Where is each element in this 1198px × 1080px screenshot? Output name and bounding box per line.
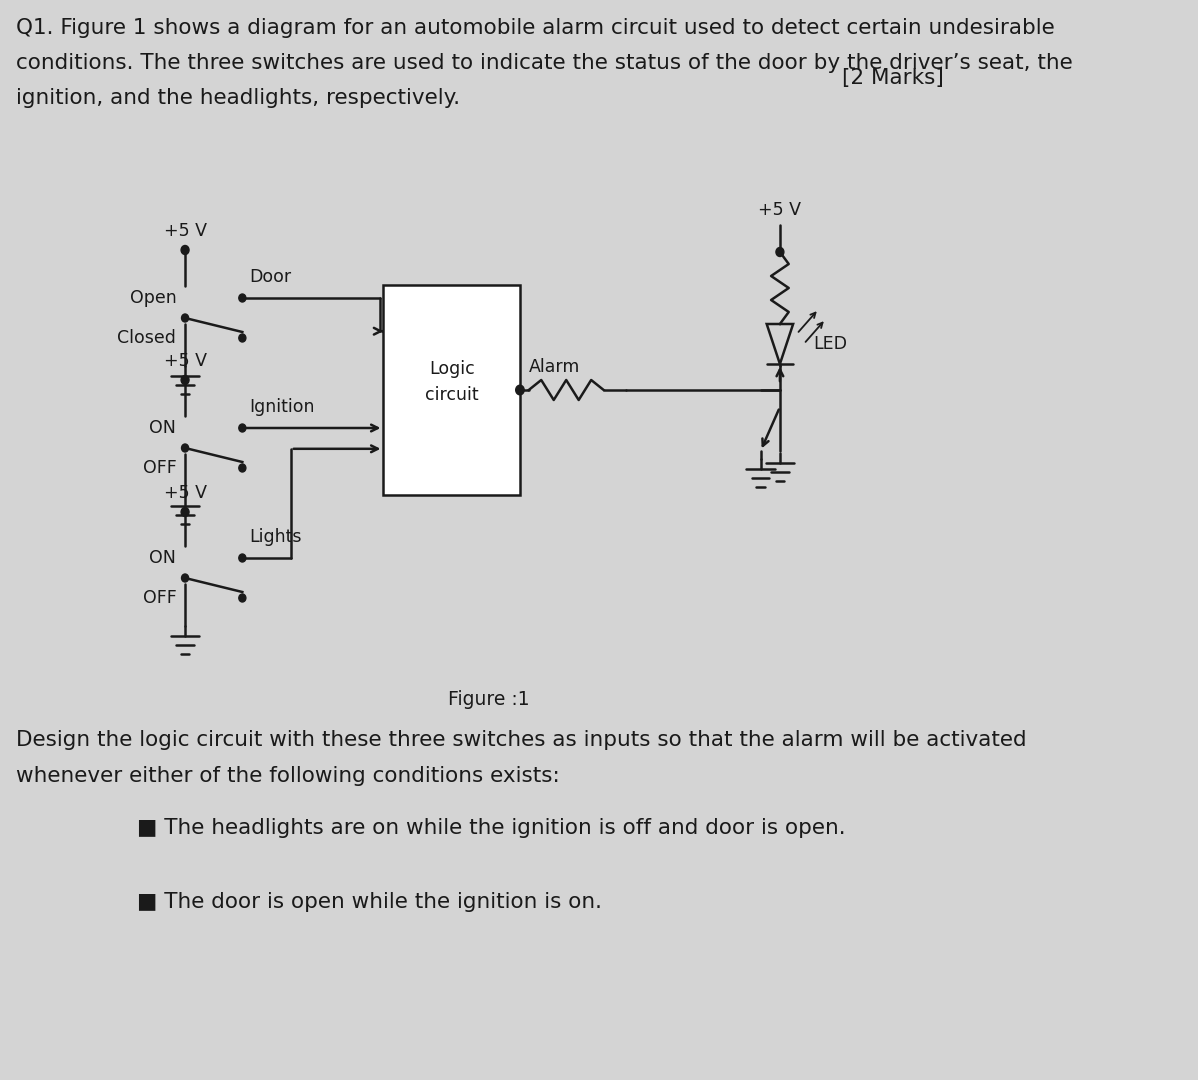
Circle shape [238,554,246,562]
Text: LED: LED [813,335,847,353]
Text: +5 V: +5 V [164,222,206,240]
Text: Q1. Figure 1 shows a diagram for an automobile alarm circuit used to detect cert: Q1. Figure 1 shows a diagram for an auto… [16,18,1072,108]
Text: Lights: Lights [249,528,302,546]
Bar [383,285,520,495]
Text: +5 V: +5 V [758,201,801,219]
Text: +5 V: +5 V [164,352,206,370]
Circle shape [238,334,246,342]
Circle shape [776,247,783,257]
Text: Ignition: Ignition [249,399,315,416]
Circle shape [238,464,246,472]
Text: ON: ON [150,549,176,567]
Circle shape [182,573,188,582]
Text: ■ The door is open while the ignition is on.: ■ The door is open while the ignition is… [137,892,601,912]
Text: Logic
circuit: Logic circuit [425,361,478,404]
Text: Door: Door [249,268,291,286]
Circle shape [181,245,189,255]
Text: [2 Marks]: [2 Marks] [842,68,944,87]
Circle shape [182,444,188,453]
Circle shape [181,376,189,384]
Text: ON: ON [150,419,176,437]
Circle shape [238,424,246,432]
Text: Open: Open [129,289,176,307]
Text: Design the logic circuit with these three switches as inputs so that the alarm w: Design the logic circuit with these thre… [16,730,1027,786]
Circle shape [181,508,189,516]
Circle shape [515,386,525,395]
Text: OFF: OFF [143,459,176,477]
Text: OFF: OFF [143,589,176,607]
Text: Alarm: Alarm [528,357,580,376]
Circle shape [182,314,188,322]
Circle shape [238,594,246,602]
Circle shape [238,294,246,302]
Text: +5 V: +5 V [164,484,206,502]
Text: Closed: Closed [117,329,176,347]
Text: ■ The headlights are on while the ignition is off and door is open.: ■ The headlights are on while the igniti… [137,818,846,838]
Text: Figure :1: Figure :1 [448,690,530,708]
